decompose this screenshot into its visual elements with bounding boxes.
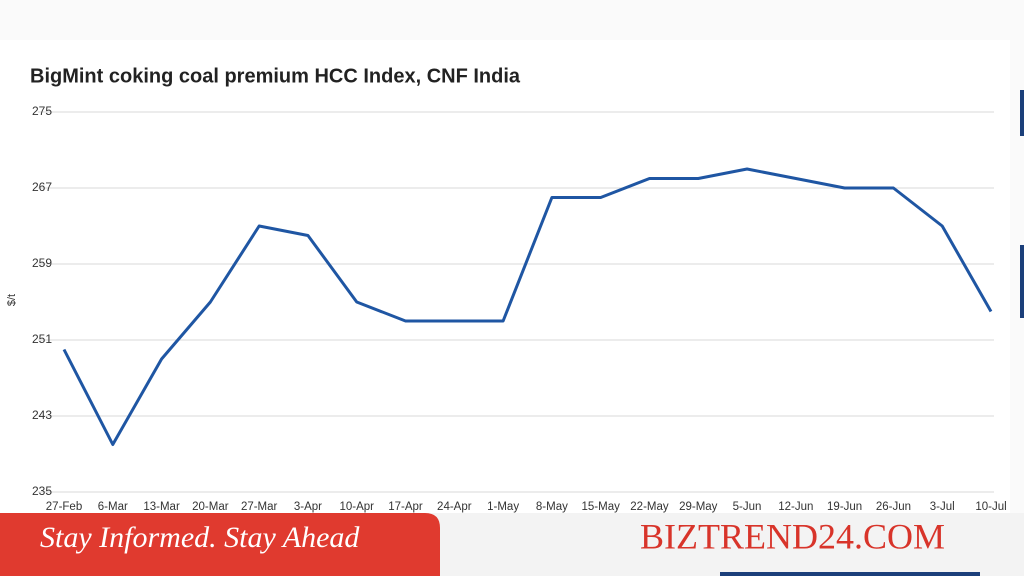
tagline-box: [0, 513, 440, 576]
edge-bar: [1020, 90, 1024, 136]
tagline: Stay Informed. Stay Ahead: [40, 521, 360, 554]
x-tick-label: 6-Mar: [98, 501, 128, 513]
x-tick-label: 5-Jun: [733, 501, 762, 513]
y-tick-label: 275: [32, 104, 52, 118]
x-tick-label: 29-May: [679, 501, 718, 513]
brand-underline: [720, 572, 980, 576]
x-tick-label: 24-Apr: [437, 501, 472, 513]
x-tick-label: 3-Jul: [930, 501, 955, 513]
y-axis-label: $/t: [6, 294, 18, 306]
x-tick-label: 26-Jun: [876, 501, 911, 513]
y-tick-label: 251: [32, 332, 52, 346]
x-tick-label: 22-May: [630, 501, 669, 513]
x-tick-label: 10-Apr: [339, 501, 374, 513]
x-tick-label: 17-Apr: [388, 501, 423, 513]
chart-panel: [0, 40, 1010, 520]
x-tick-label: 27-Feb: [46, 501, 82, 513]
chart-title: BigMint coking coal premium HCC Index, C…: [30, 65, 521, 87]
x-tick-label: 19-Jun: [827, 501, 862, 513]
edge-bar: [1020, 245, 1024, 318]
y-tick-label: 235: [32, 484, 52, 498]
data-line: [62, 167, 993, 446]
x-tick-label: 1-May: [487, 501, 519, 513]
y-tick-label: 243: [32, 408, 52, 422]
x-tick-label: 12-Jun: [778, 501, 813, 513]
x-tick-label: 20-Mar: [192, 501, 229, 513]
x-tick-label: 13-Mar: [143, 501, 180, 513]
y-tick-label: 259: [32, 256, 52, 270]
x-tick-label: 10-Jul: [975, 501, 1006, 513]
x-tick-label: 3-Apr: [294, 501, 322, 513]
y-tick-label: 267: [32, 180, 52, 194]
x-tick-label: 27-Mar: [241, 501, 278, 513]
plot: 235 243 251 259 267 275 27-Feb 6-Mar 13-Mar 20-Ma…: [32, 104, 1007, 513]
x-tick-label: 15-May: [582, 501, 621, 513]
x-tick-label: 8-May: [536, 501, 568, 513]
brand: BIZTREND24.COM: [640, 516, 945, 556]
